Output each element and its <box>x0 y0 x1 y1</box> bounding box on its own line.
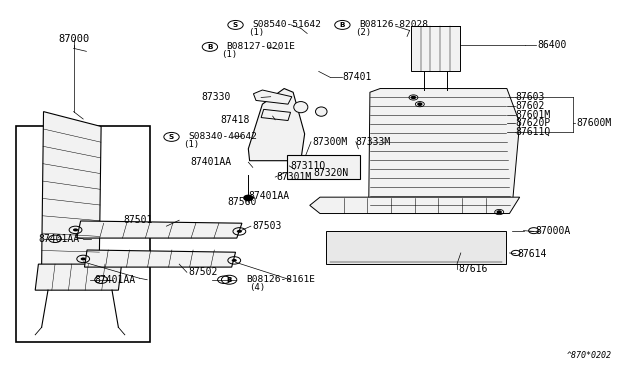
Ellipse shape <box>316 107 327 116</box>
Circle shape <box>418 103 422 105</box>
Text: 87401AA: 87401AA <box>38 234 79 244</box>
Text: 87300M: 87300M <box>312 137 348 147</box>
Text: 87603: 87603 <box>516 93 545 102</box>
Text: B: B <box>207 44 212 50</box>
Text: 87401AA: 87401AA <box>191 157 232 167</box>
Text: 87602: 87602 <box>516 101 545 111</box>
Polygon shape <box>310 197 520 214</box>
Text: B: B <box>227 277 232 283</box>
Text: S: S <box>169 134 174 140</box>
Text: 87614: 87614 <box>517 249 547 259</box>
Polygon shape <box>253 90 292 104</box>
Polygon shape <box>248 89 305 161</box>
Polygon shape <box>35 264 122 290</box>
Text: 87560: 87560 <box>227 198 257 207</box>
Text: 87601M: 87601M <box>516 110 551 119</box>
Text: 87616: 87616 <box>458 264 488 273</box>
Text: 87611Q: 87611Q <box>516 127 551 137</box>
Polygon shape <box>77 221 242 238</box>
Polygon shape <box>411 26 460 71</box>
Text: 87330: 87330 <box>202 93 231 102</box>
Circle shape <box>244 195 253 201</box>
Text: B08127-0201E: B08127-0201E <box>227 42 296 51</box>
Text: 87000: 87000 <box>58 34 89 44</box>
Circle shape <box>81 257 86 260</box>
Text: B: B <box>340 22 345 28</box>
Text: S08540-51642: S08540-51642 <box>252 20 321 29</box>
Ellipse shape <box>294 102 308 113</box>
Bar <box>16 126 150 342</box>
Circle shape <box>237 230 242 233</box>
Text: (1): (1) <box>183 140 199 149</box>
Text: 87000A: 87000A <box>535 227 570 236</box>
Text: S08340-40642: S08340-40642 <box>188 132 257 141</box>
Text: ^870*0202: ^870*0202 <box>566 351 611 360</box>
Text: 87418: 87418 <box>221 115 250 125</box>
Polygon shape <box>84 250 236 267</box>
Text: (1): (1) <box>248 28 264 37</box>
Polygon shape <box>369 89 520 214</box>
Text: 87401: 87401 <box>342 73 372 82</box>
Polygon shape <box>326 231 506 264</box>
Circle shape <box>497 211 501 213</box>
Text: 87333M: 87333M <box>356 137 391 147</box>
Text: 87311Q: 87311Q <box>291 161 326 171</box>
Text: (4): (4) <box>250 283 266 292</box>
Text: 87600M: 87600M <box>576 118 611 128</box>
Text: 86400: 86400 <box>538 41 567 50</box>
Circle shape <box>73 228 78 231</box>
Text: B08126-82028: B08126-82028 <box>359 20 428 29</box>
Circle shape <box>232 259 237 262</box>
Text: (2): (2) <box>355 28 371 37</box>
Text: (1): (1) <box>221 50 237 59</box>
Text: B08126-8161E: B08126-8161E <box>246 275 315 284</box>
Text: 87401AA: 87401AA <box>95 275 136 285</box>
Text: 87503: 87503 <box>252 221 282 231</box>
Text: 87620P: 87620P <box>516 118 551 128</box>
Polygon shape <box>287 155 360 179</box>
Text: 87501: 87501 <box>123 215 152 225</box>
Text: S: S <box>233 22 238 28</box>
Circle shape <box>412 96 415 99</box>
Text: 87301M: 87301M <box>276 172 312 182</box>
Polygon shape <box>261 109 291 121</box>
Text: 87320N: 87320N <box>314 169 349 178</box>
Text: 87401AA: 87401AA <box>248 191 289 201</box>
Polygon shape <box>42 112 101 268</box>
Text: 87502: 87502 <box>189 267 218 277</box>
